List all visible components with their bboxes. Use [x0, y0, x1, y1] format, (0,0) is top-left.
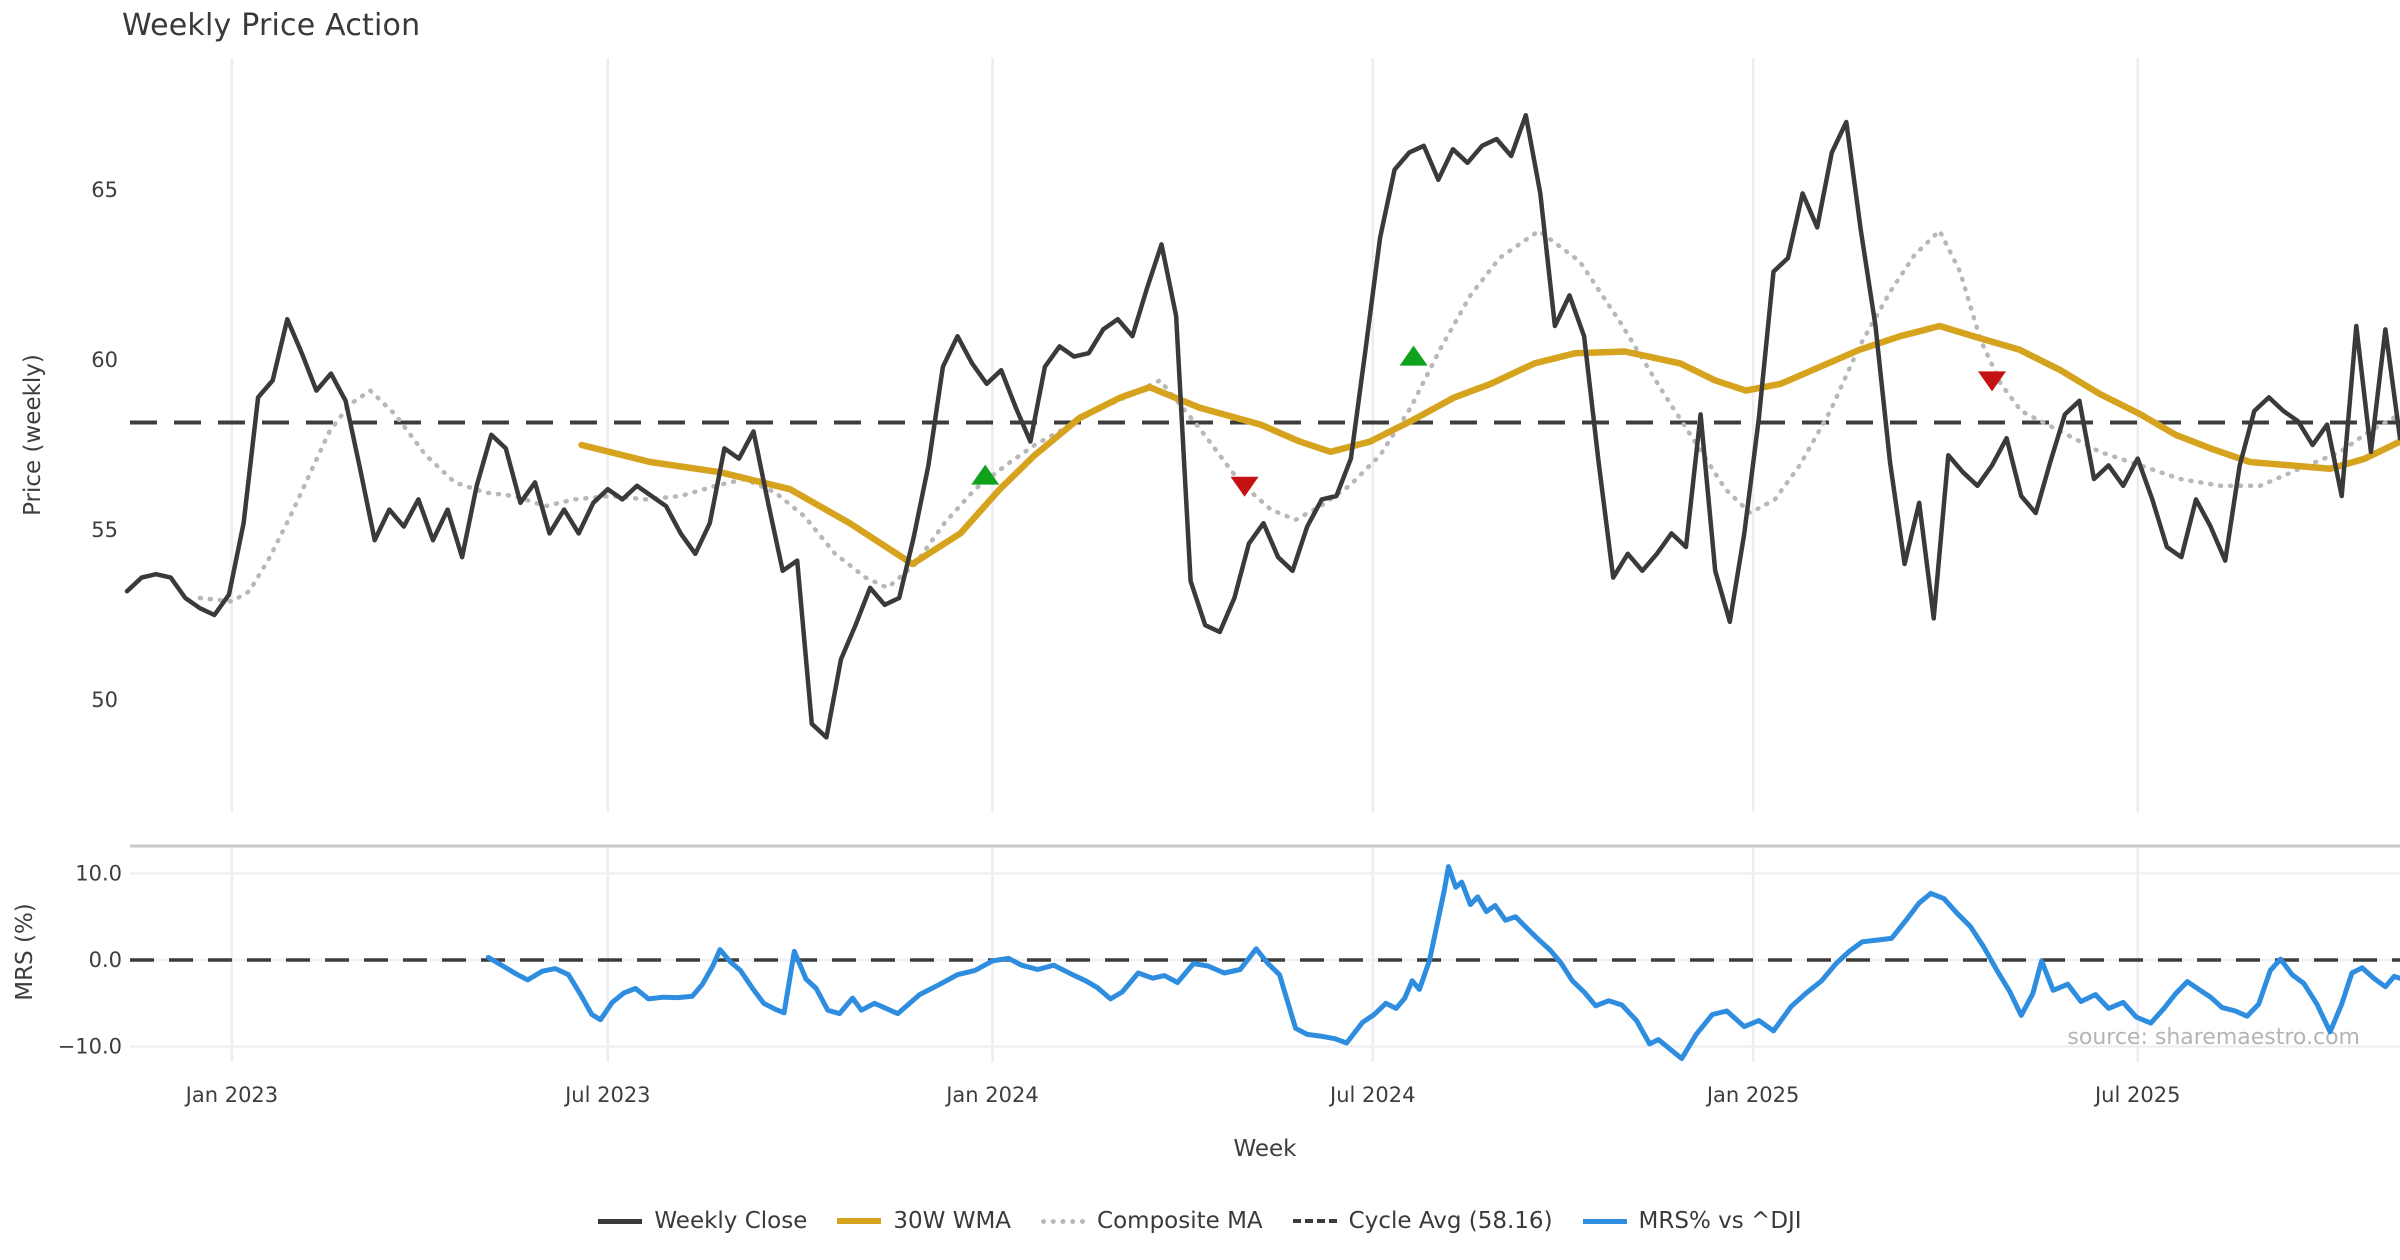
- mrs-axis-label: MRS (%): [12, 903, 38, 1001]
- y-tick-label: 55: [91, 518, 118, 542]
- buy-marker-icon: [971, 464, 1000, 485]
- composite-ma-line: [197, 228, 2400, 604]
- watermark: source: sharemaestro.com: [2067, 1025, 2360, 1050]
- x-tick-label: Jan 2023: [184, 1083, 279, 1107]
- mrs-line: [485, 864, 2400, 1062]
- legend-label: Composite MA: [1097, 1208, 1263, 1234]
- x-axis-label: Week: [1233, 1136, 1297, 1162]
- weekly-close-line: [124, 112, 2400, 740]
- legend-item: 30W WMA: [837, 1208, 1011, 1234]
- x-tick-label: Jul 2023: [563, 1083, 650, 1107]
- y-tick-label: 50: [91, 688, 118, 712]
- legend-swatch-solid-gold: [837, 1218, 882, 1224]
- legend-item: Cycle Avg (58.16): [1292, 1208, 1553, 1234]
- price-axis-label: Price (weekly): [20, 354, 46, 516]
- mrs-y-tick-label: −10.0: [58, 1035, 122, 1059]
- legend-label: 30W WMA: [893, 1208, 1012, 1234]
- wma-line: [578, 322, 2400, 568]
- sell-marker-icon: [1230, 476, 1259, 497]
- x-tick-label: Jul 2025: [2093, 1083, 2180, 1107]
- y-tick-label: 65: [91, 178, 118, 202]
- y-tick-label: 60: [91, 348, 118, 372]
- x-tick-label: Jan 2025: [1705, 1083, 1800, 1107]
- page-title: Weekly Price Action: [122, 8, 421, 43]
- buy-marker-icon: [1399, 345, 1428, 366]
- legend-swatch-solid-blue: [1582, 1218, 1627, 1224]
- x-tick-label: Jul 2024: [1328, 1083, 1415, 1107]
- legend-swatch-dotted: [1041, 1218, 1086, 1224]
- x-tick-label: Jan 2024: [944, 1083, 1039, 1107]
- legend-label: MRS% vs ^DJI: [1638, 1208, 1802, 1234]
- legend: Weekly Close 30W WMA Composite MA Cycle Avg…: [0, 1208, 2400, 1234]
- mrs-y-tick-label: 10.0: [75, 862, 122, 886]
- legend-item: Composite MA: [1041, 1208, 1263, 1234]
- legend-label: Weekly Close: [654, 1208, 808, 1234]
- mrs-y-tick-label: 0.0: [89, 948, 122, 972]
- sell-marker-icon: [1978, 371, 2007, 392]
- legend-swatch-solid-dark: [598, 1218, 643, 1224]
- legend-item: Weekly Close: [598, 1208, 807, 1234]
- legend-item: MRS% vs ^DJI: [1582, 1208, 1802, 1234]
- legend-swatch-dashed: [1292, 1219, 1337, 1223]
- legend-label: Cycle Avg (58.16): [1348, 1208, 1553, 1234]
